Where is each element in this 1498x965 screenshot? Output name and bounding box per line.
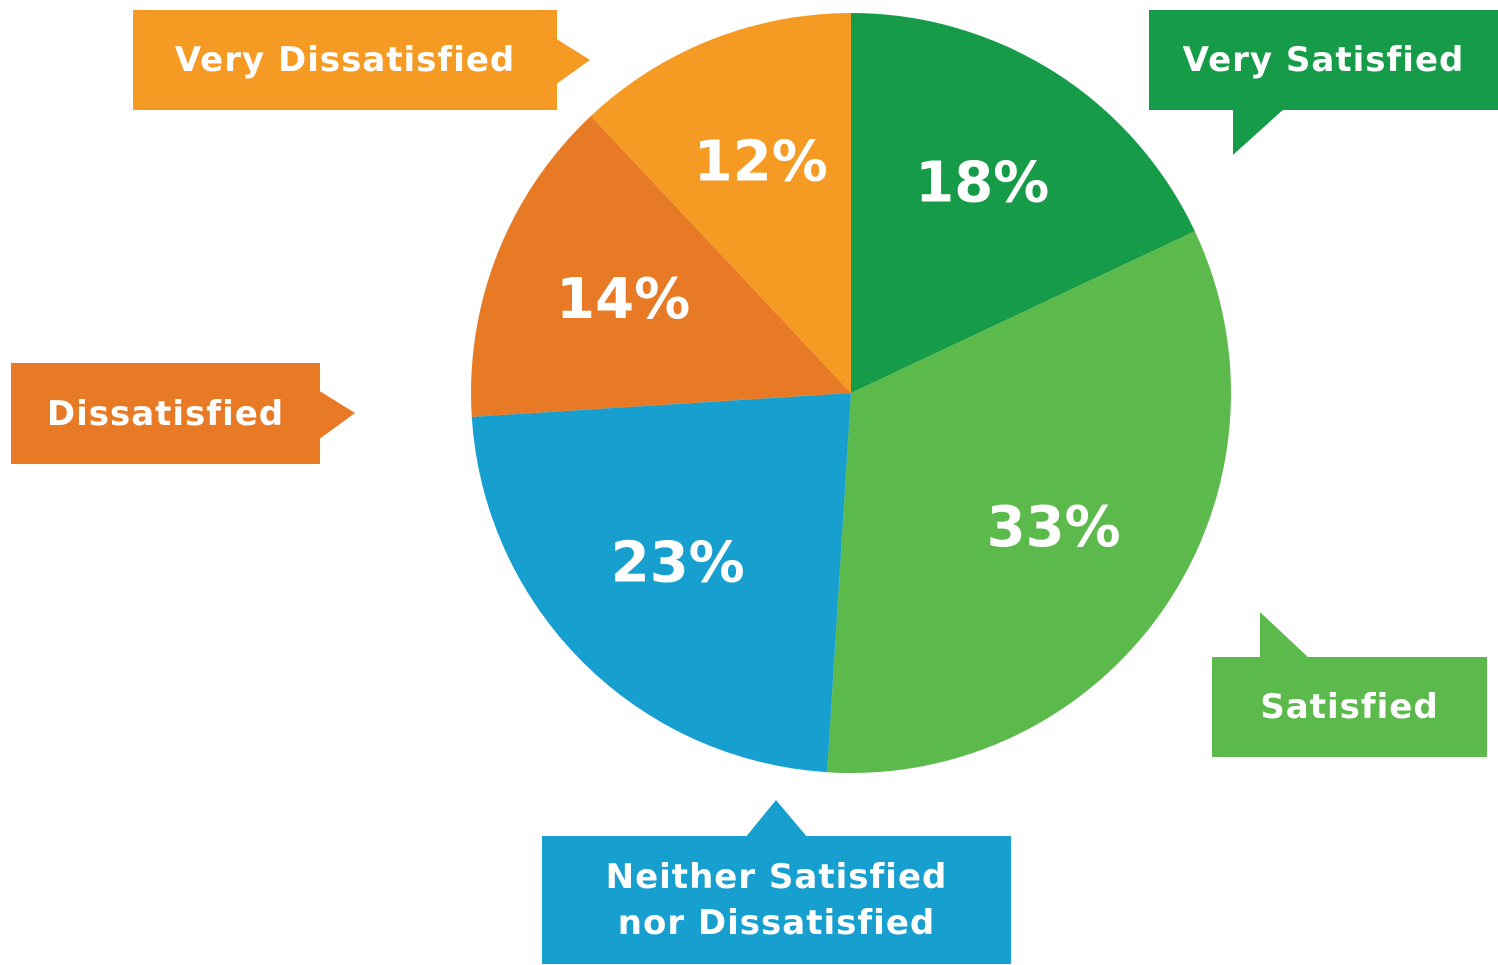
category-label: Satisfied: [1212, 657, 1487, 757]
callout-tail: [1233, 108, 1285, 155]
pie-slice: [590, 13, 851, 393]
category-label: Very Dissatisfied: [133, 10, 557, 110]
value-label: 33%: [987, 495, 1121, 560]
value-label: 12%: [694, 129, 828, 194]
value-label: 23%: [611, 530, 745, 595]
pie-slice: [471, 393, 851, 773]
category-label: Dissatisfied: [11, 363, 320, 464]
category-label: Neither Satisfied nor Dissatisfied: [542, 836, 1011, 964]
pie-slice: [851, 13, 1195, 393]
callout-tail: [1260, 612, 1310, 659]
value-label: 18%: [915, 150, 1049, 215]
pie-slice: [471, 115, 851, 417]
callout-tail: [745, 800, 808, 838]
pie-slice: [827, 231, 1231, 774]
value-label: 14%: [556, 267, 690, 332]
callout-tail: [555, 38, 590, 85]
category-label: Very Satisfied: [1149, 10, 1498, 110]
callout-tail: [318, 390, 355, 440]
